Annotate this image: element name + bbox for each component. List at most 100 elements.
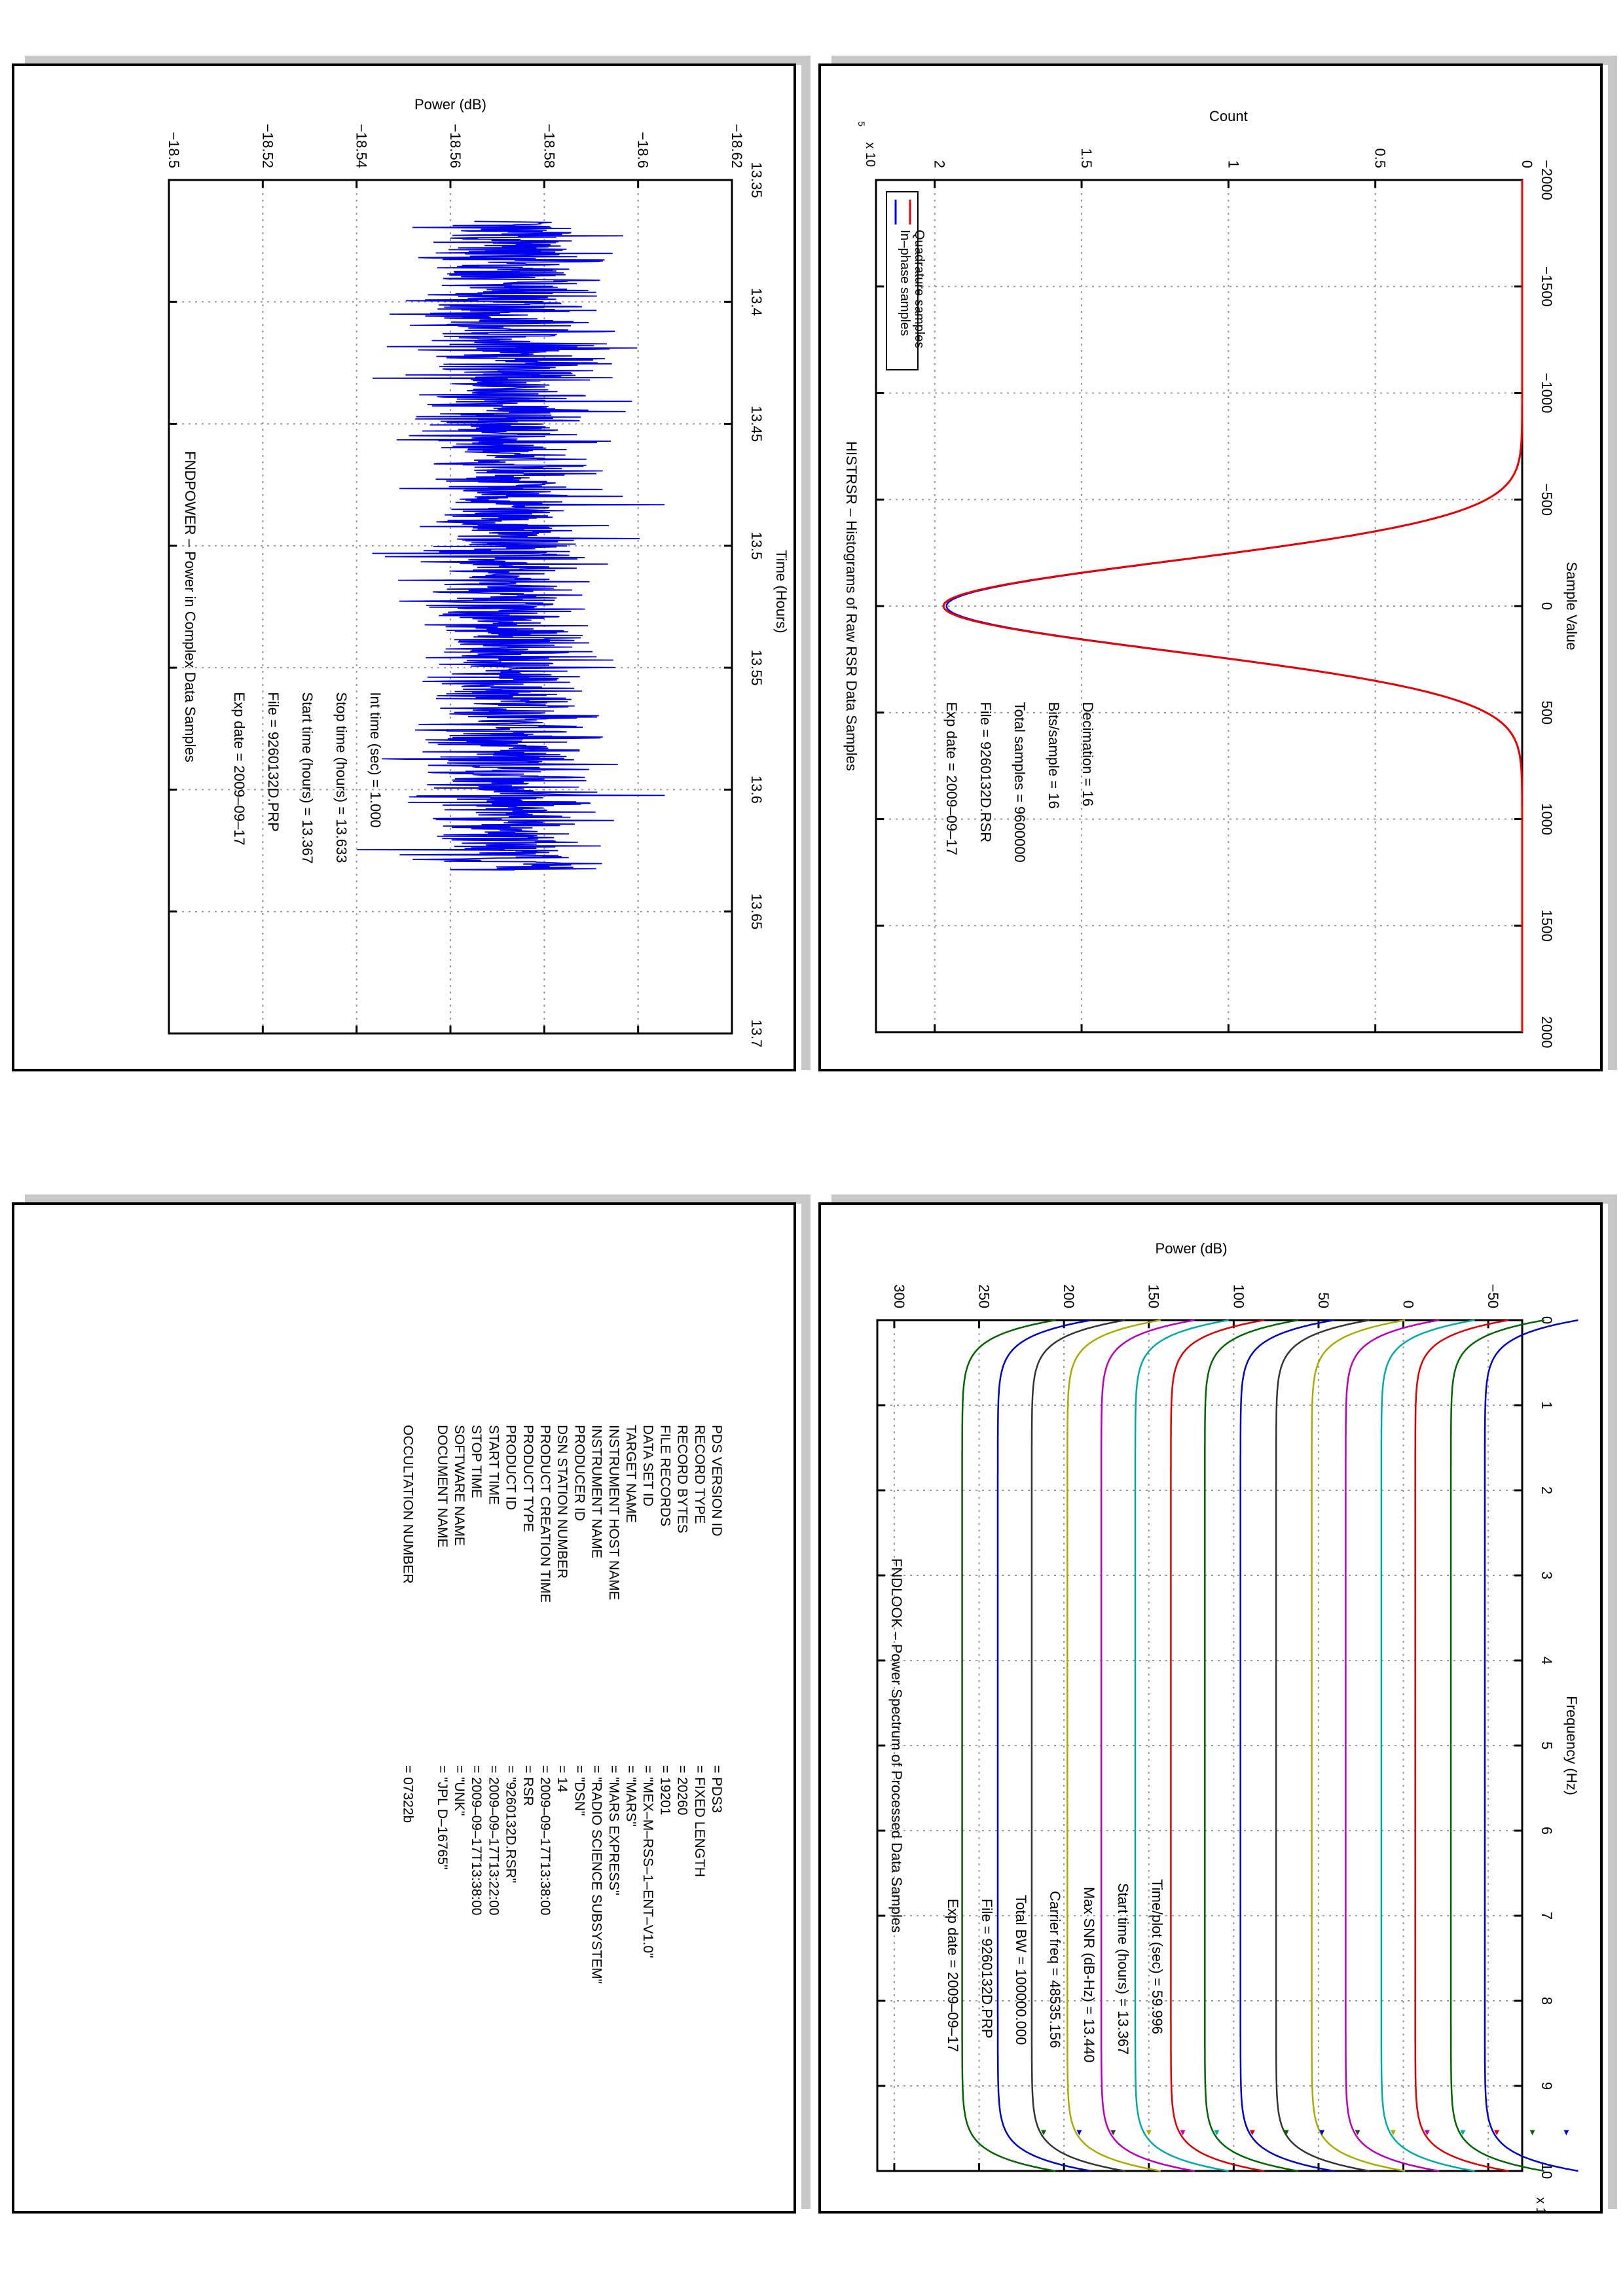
spectrum-marker [1249, 2130, 1255, 2136]
label-value: = "DSN" [572, 1765, 587, 1816]
y-tick-label: 50 [1315, 1293, 1332, 1308]
label-key: RECORD BYTES [675, 1425, 690, 1534]
y-axis-label: Count [1209, 108, 1248, 124]
x-tick-label: 13.35 [748, 162, 765, 198]
label-key: OCCULTATION NUMBER [400, 1425, 415, 1584]
info-line: Max SNR (dB-Hz) = 13.440 [1081, 1887, 1097, 2062]
spectrum-line [961, 1319, 1056, 2172]
x-tick-label: 13.6 [748, 776, 765, 804]
spectrum-marker [1563, 2130, 1569, 2136]
spectrum-line [1204, 1319, 1299, 2172]
label-value: = "UNK" [452, 1765, 467, 1816]
x-tick-label: 0 [1539, 602, 1555, 610]
label-key: DOCUMENT NAME [435, 1425, 450, 1547]
label-value: = RSR [520, 1765, 536, 1806]
y-tick-label: −18.56 [447, 124, 464, 168]
x-exponent-label: x 10 [1533, 2197, 1548, 2214]
x-tick-label: 4 [1539, 1657, 1555, 1664]
info-line: Exp date = 2009–09–17 [945, 1899, 961, 2052]
x-tick-label: 2 [1539, 1486, 1555, 1494]
spectrum-line [1067, 1319, 1161, 2172]
x-tick-label: 13.4 [748, 288, 765, 316]
spectrum-line [1450, 1319, 1544, 2172]
histrsr-panel: −2000 −1500 −1000 −500 0 500 1000 1500 2000 0 0.5 1… [818, 56, 1617, 1080]
y-tick-label: 300 [891, 1284, 907, 1308]
label-value: = FIXED LENGTH [692, 1765, 707, 1877]
info-line: Start time (hours) = 13.367 [1115, 1883, 1131, 2054]
y-tick-label: 250 [976, 1284, 993, 1308]
spectrum-marker [1391, 2130, 1396, 2136]
x-tick-label: 8 [1539, 1997, 1555, 2005]
x-tick-label: 500 [1539, 700, 1555, 725]
label-key: PRODUCT CREATION TIME [538, 1425, 553, 1603]
chart-title: HISTRSR – Histograms of Raw RSR Data Sam… [843, 441, 860, 771]
y-tick-label: 1.5 [1078, 148, 1095, 168]
y-tick-label: 0 [1519, 160, 1535, 168]
spectrum-marker [1283, 2130, 1289, 2136]
info-line: Carrier freq = 48535.156 [1047, 1891, 1063, 2048]
info-line: Decimation = 16 [1080, 702, 1096, 806]
fndpower-panel: 13.35 13.4 13.45 13.5 13.55 13.6 13.65 13.7 −18.… [12, 56, 811, 1080]
spectrum-line [1275, 1319, 1370, 2172]
y-exponent-power: 5 [856, 121, 867, 126]
label-key: PRODUCT ID [503, 1425, 519, 1510]
x-tick-label: 5 [1539, 1742, 1555, 1749]
y-axis-label: Power (dB) [414, 96, 486, 113]
y-tick-label: 0 [1400, 1300, 1417, 1308]
x-axis-label: Frequency (Hz) [1563, 1696, 1580, 1795]
label-value: = 2009–09–17T13:38:00 [538, 1765, 553, 1915]
label-key: DSN STATION NUMBER [555, 1425, 570, 1579]
x-tick-label: 13.7 [748, 1020, 765, 1048]
x-tick-label: 2000 [1539, 1016, 1555, 1049]
spectrum-marker [1355, 2130, 1360, 2136]
fndpower-chart: 13.35 13.4 13.45 13.5 13.55 13.6 13.65 13.7 −18.… [166, 96, 790, 1048]
x-tick-label: 13.45 [748, 406, 765, 442]
label-key: INSTRUMENT HOST NAME [606, 1425, 621, 1600]
histogram-line [942, 180, 1523, 1032]
y-tick-label: −18.5 [166, 132, 182, 168]
spectrum-marker [1110, 2130, 1116, 2136]
info-line: Start time (hours) = 13.367 [299, 692, 316, 863]
grid [877, 1319, 1522, 2172]
label-value: = 20260 [675, 1765, 690, 1816]
y-tick-label: −18.54 [354, 124, 370, 168]
y-tick-label: 2 [932, 160, 948, 168]
label-table: PDS VERSION ID = PDS3 RECORD TYPE = FIXED L… [400, 1425, 724, 1984]
info-line: Total BW = 100000.000 [1013, 1895, 1029, 2045]
label-value: = "RADIO SCIENCE SUBSYSTEM" [589, 1765, 604, 1984]
histrsr-chart: −2000 −1500 −1000 −500 0 500 1000 1500 2000 0 0.5 1… [843, 108, 1580, 1049]
y-tick-label: −50 [1485, 1284, 1501, 1308]
legend-box [886, 191, 919, 370]
spectrum-marker [1146, 2130, 1152, 2136]
y-tick-label: 200 [1061, 1284, 1077, 1308]
label-key: TARGET NAME [623, 1425, 638, 1523]
y-axis-label: Power (dB) [1156, 1240, 1228, 1257]
label-key: STOP TIME [469, 1425, 484, 1498]
spectrum-line [1414, 1319, 1509, 2172]
label-value: = 07322b [400, 1765, 415, 1823]
label-value: = 2009–09–17T13:22:00 [486, 1765, 501, 1915]
y-tick-label: 1 [1225, 160, 1241, 168]
spectrum-marker [1494, 2130, 1500, 2136]
spectrum-marker [1529, 2130, 1535, 2136]
y-tick-label: −18.58 [541, 124, 557, 168]
label-key: INSTRUMENT NAME [589, 1425, 604, 1558]
label-key: PRODUCT TYPE [520, 1425, 536, 1532]
spectrum-line [1100, 1319, 1195, 2172]
info-line: Int time (sec) = 1.000 [367, 692, 384, 827]
plot-area [875, 179, 1523, 1033]
y-exponent-label: x 10 [863, 142, 877, 167]
x-tick-label: −1500 [1539, 266, 1555, 307]
histogram-line [945, 180, 1523, 1032]
label-value: = 14 [555, 1765, 570, 1793]
info-line: Bits/sample = 16 [1046, 702, 1062, 808]
label-value: = "MEX–M–RSS–1–ENT–V1.0" [640, 1765, 655, 1958]
info-line: Total samples = 9600000 [1012, 702, 1028, 862]
x-axis-label: Sample Value [1563, 562, 1580, 650]
x-tick-label: 13.65 [748, 893, 765, 929]
spectrum-marker [1460, 2130, 1466, 2136]
legend-label: Quadrature samples [912, 230, 926, 348]
y-tick-label: 150 [1146, 1284, 1162, 1308]
x-tick-label: 13.55 [748, 650, 765, 686]
